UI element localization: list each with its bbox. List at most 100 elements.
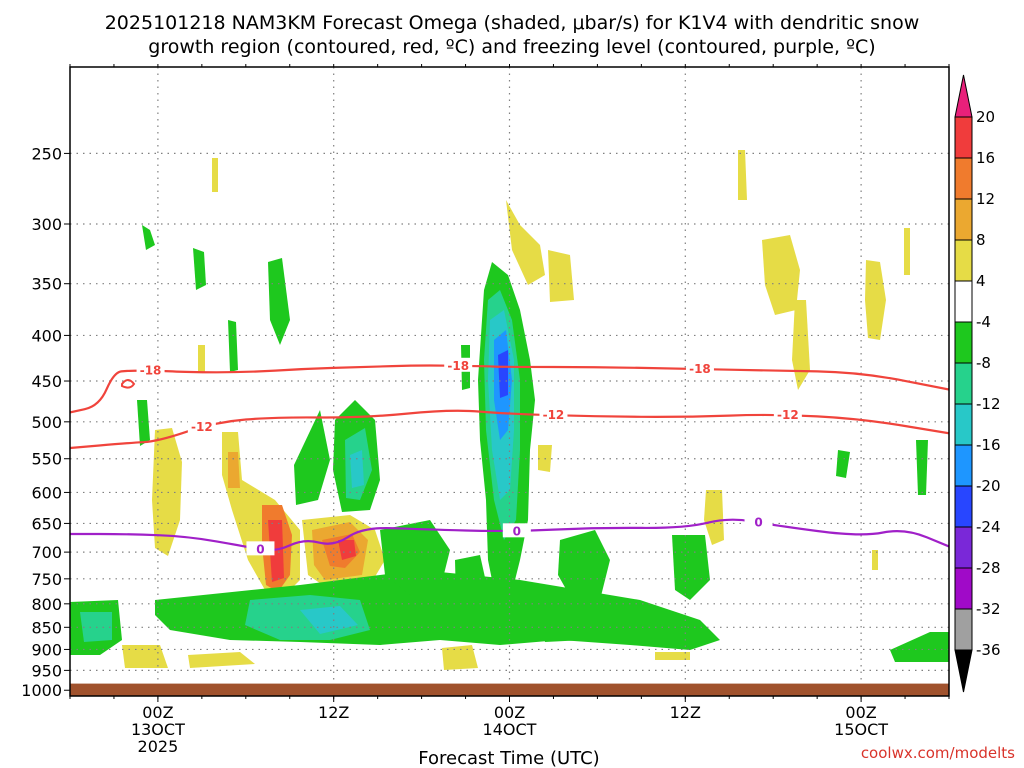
shade-ascent — [142, 225, 155, 250]
y-tick-label: 650 — [31, 514, 62, 533]
y-tick-label: 450 — [31, 372, 62, 391]
colorbar-top-arrow — [954, 74, 973, 118]
shade-ascent — [294, 410, 330, 505]
shade-descent — [655, 652, 690, 660]
shade-ascent — [890, 632, 949, 662]
contour-label-bg — [744, 514, 773, 529]
y-axis-ticks: 250 300 350 400 450 500 550 600 650 700 750 800 850 9… — [21, 144, 70, 700]
y-tick-label: 600 — [31, 483, 62, 502]
colorbar-label: -12 — [976, 395, 1001, 413]
chart-title-line-2: growth region (contoured, red, ºC) and f… — [148, 36, 875, 58]
x-tick-label: 12Z — [318, 703, 349, 722]
y-tick-label: 900 — [31, 640, 62, 659]
shade-descent — [198, 345, 205, 372]
colorbar-bin — [954, 157, 973, 200]
colorbar-label: -16 — [976, 436, 1001, 454]
contour-closed-loop — [121, 379, 136, 389]
colorbar: 20 16 12 8 4 -4 -8 -12 -16 -20 -24 -28 -32 -36 — [954, 74, 1001, 693]
colorbar-label: -32 — [976, 600, 1001, 618]
contour-label: -18 — [689, 362, 711, 376]
plot-area: -18 -18 -18 -12 -12 -12 0 0 0 250 300 350 400 450 500… — [21, 64, 950, 756]
colorbar-bin — [954, 362, 973, 405]
colorbar-label: -20 — [976, 477, 1001, 495]
shade-descent — [904, 228, 910, 275]
shade-descent — [872, 550, 878, 570]
colorbar-bin — [954, 239, 973, 282]
shade-descent — [792, 300, 810, 390]
x-tick-label: 00Z — [494, 703, 525, 722]
shade-descent — [188, 652, 255, 668]
contour-label: 0 — [256, 542, 264, 556]
x-tick-label: 15OCT — [834, 720, 888, 739]
shade-descent — [212, 158, 218, 192]
shade-ascent — [455, 555, 490, 615]
shade-ascent — [672, 535, 710, 600]
shade-ascent — [540, 618, 585, 642]
y-tick-label: 750 — [31, 570, 62, 589]
contour-label: -18 — [447, 359, 469, 373]
contour-label-bg — [539, 407, 568, 422]
contour-label-bg — [246, 541, 275, 556]
x-tick-label: 13OCT — [131, 720, 185, 739]
shade-descent — [762, 235, 800, 315]
ground-surface — [70, 683, 949, 696]
shade-descent — [865, 260, 886, 340]
colorbar-label: 8 — [976, 231, 986, 249]
contour-line — [70, 409, 949, 450]
colorbar-bin — [954, 198, 973, 241]
shade-descent — [704, 490, 724, 545]
shade-ascent — [268, 258, 290, 345]
temperature-contours: -18 -18 -18 -12 -12 -12 0 0 0 — [70, 357, 949, 556]
credit-link[interactable]: coolwx.com/modelts — [861, 744, 1015, 762]
x-tick-label: 14OCT — [483, 720, 537, 739]
y-tick-label: 400 — [31, 326, 62, 345]
y-tick-label: 550 — [31, 450, 62, 469]
contour-label-bg — [502, 523, 531, 538]
contour-label-bg — [685, 361, 714, 376]
contour-label: -18 — [140, 364, 162, 378]
colorbar-bin — [954, 280, 973, 323]
x-axis-label: Forecast Time (UTC) — [418, 748, 599, 768]
colorbar-bin — [954, 444, 973, 487]
colorbar-label: -24 — [976, 518, 1001, 536]
shade-descent — [228, 452, 240, 488]
colorbar-bottom-arrow — [954, 649, 973, 693]
shade-ascent — [193, 248, 206, 290]
y-tick-label: 950 — [31, 661, 62, 680]
shade-descent — [548, 250, 574, 302]
y-tick-label: 1000 — [21, 681, 62, 700]
shade-ascent — [498, 350, 508, 398]
y-tick-label: 350 — [31, 275, 62, 294]
shade-ascent — [380, 520, 450, 595]
shade-ascent — [137, 400, 150, 446]
y-tick-label: 700 — [31, 543, 62, 562]
y-tick-label: 300 — [31, 215, 62, 234]
shade-descent — [738, 150, 747, 200]
colorbar-bin — [954, 403, 973, 446]
contour-label-bg — [444, 357, 473, 372]
colorbar-bin — [954, 567, 973, 610]
x-tick-label: 00Z — [142, 703, 173, 722]
contour-label: -12 — [777, 408, 799, 422]
x-tick-label: 2025 — [138, 737, 179, 756]
contour-label-bg — [187, 418, 216, 433]
contour-line — [70, 518, 949, 552]
contour-label: 0 — [754, 516, 762, 530]
x-tick-label: 00Z — [845, 703, 876, 722]
shade-ascent — [916, 440, 928, 495]
contour-label-bg — [773, 406, 802, 421]
contour-label: 0 — [513, 524, 521, 538]
contour-label-bg — [136, 362, 165, 377]
shade-descent — [338, 540, 356, 560]
colorbar-bin — [954, 116, 973, 159]
y-tick-label: 850 — [31, 618, 62, 637]
shade-ascent — [350, 450, 364, 488]
colorbar-bin — [954, 526, 973, 569]
colorbar-label: 12 — [976, 190, 995, 208]
shade-ascent — [836, 450, 850, 478]
y-tick-label: 800 — [31, 595, 62, 614]
colorbar-label: -36 — [976, 641, 1001, 659]
x-tick-label: 12Z — [670, 703, 701, 722]
